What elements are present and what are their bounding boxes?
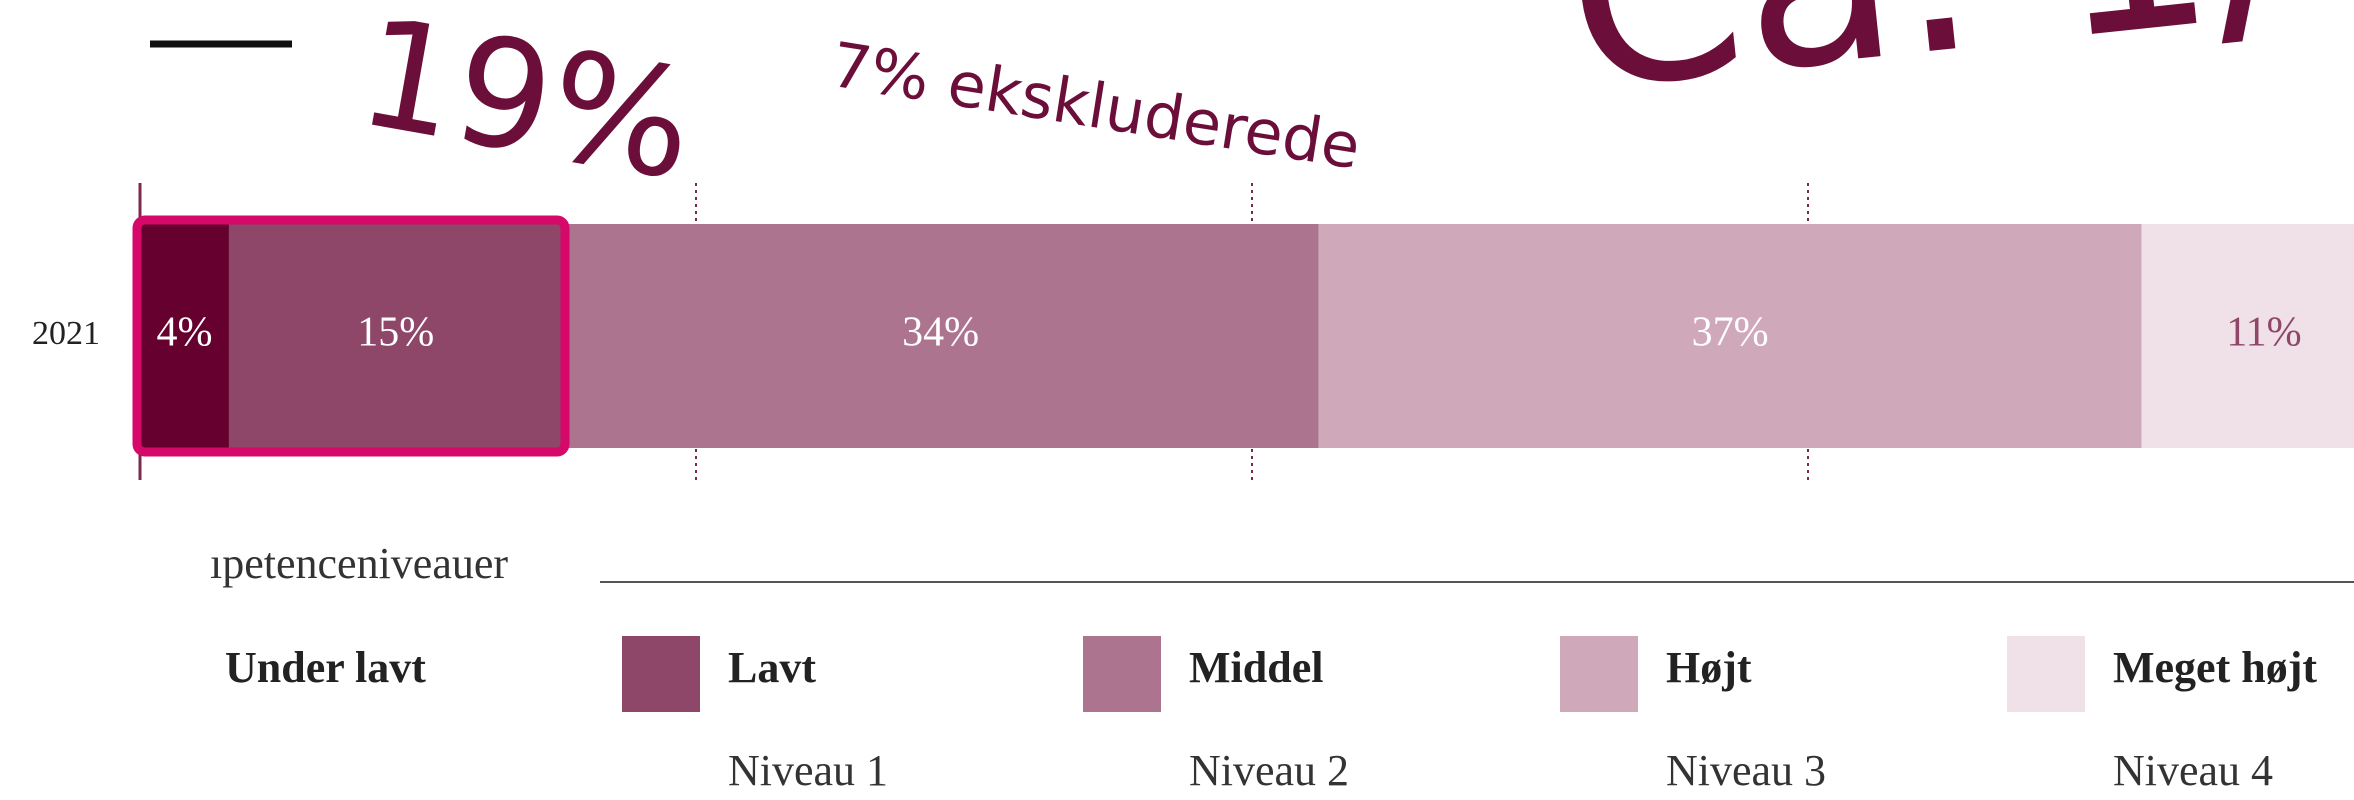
legend-swatch <box>1083 636 1161 712</box>
legend-swatch <box>622 636 700 712</box>
value-label: 11% <box>2226 310 2301 356</box>
bar-segment <box>2141 224 2354 448</box>
value-label: 37% <box>1692 310 1769 356</box>
legend-swatch <box>1560 636 1638 712</box>
bar-segment <box>228 224 563 448</box>
legend-title: ıpetenceniveauer <box>210 539 508 588</box>
legend-sublabel: Niveau 1 <box>728 746 888 795</box>
legend-sublabel: Niveau 4 <box>2113 746 2273 795</box>
legend-label: Højt <box>1666 643 1752 692</box>
legend-label: Under lavt <box>225 643 426 692</box>
bar-segment <box>1318 224 2142 448</box>
bar-segment <box>140 224 229 448</box>
legend-swatch <box>2007 636 2085 712</box>
highlight-box <box>132 215 570 457</box>
legend-sublabel: Niveau 2 <box>1189 746 1349 795</box>
y-tick-label: 2021 <box>32 315 100 352</box>
legend-label: Meget højt <box>2113 643 2317 692</box>
annotation: 7% ekskluderede <box>826 28 1365 184</box>
bar-segment <box>562 224 1319 448</box>
legend-sublabel: Niveau 3 <box>1666 746 1826 795</box>
value-label: 15% <box>357 310 434 356</box>
legend-label: Lavt <box>728 643 816 692</box>
value-label: 4% <box>156 310 212 356</box>
value-label: 34% <box>902 310 979 356</box>
annotation: 19% <box>347 0 706 215</box>
legend-label: Middel <box>1189 643 1323 692</box>
annotation: Ca. 1/4 <box>1553 0 2354 147</box>
